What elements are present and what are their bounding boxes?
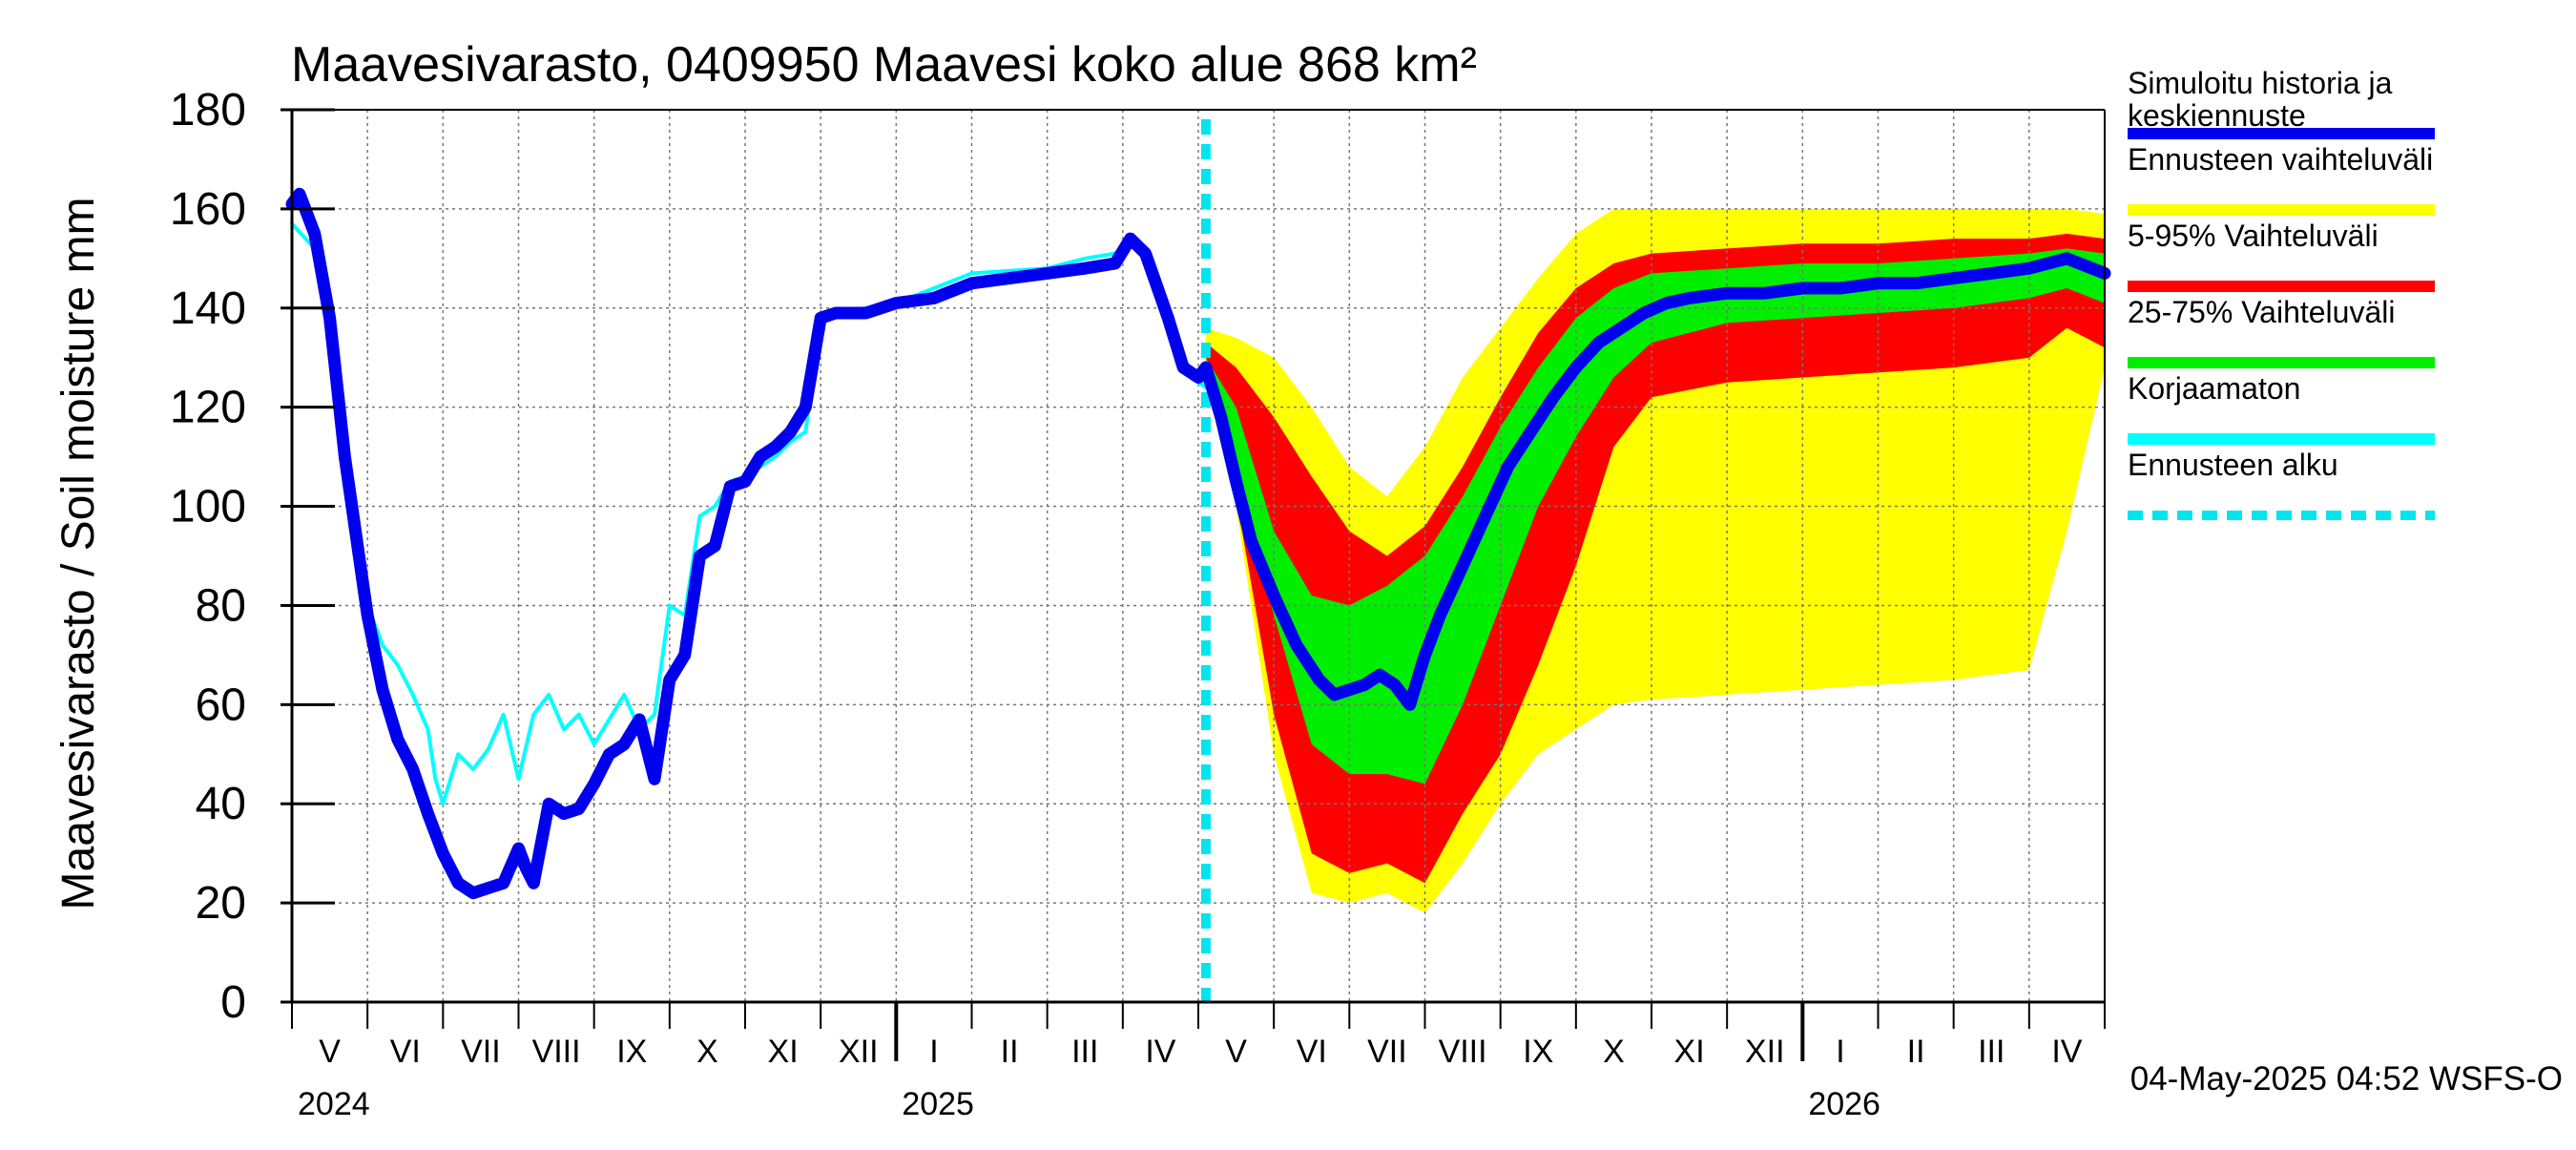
legend-label-simuloitu-historia-ja-keskiennuste-line-1: Simuloitu historia ja [2128,66,2393,100]
month-label-13: V [1225,1034,1247,1070]
legend: Simuloitu historia jakeskiennusteEnnuste… [2128,66,2435,520]
month-label-24: IV [2051,1034,2082,1070]
month-label-16: VIII [1439,1034,1487,1070]
legend-label-simuloitu-historia-ja-keskiennuste-line-2: keskiennuste [2128,98,2306,133]
year-label-2024: 2024 [298,1086,370,1122]
legend-label-ennusteen-vaihteluv-li: Ennusteen vaihteluväli [2128,142,2433,177]
legend-item-5-95-vaihteluv-li: 5-95% Vaihteluväli [2128,219,2435,292]
legend-label-ennusteen-alku: Ennusteen alku [2128,448,2338,482]
legend-label-5-95-vaihteluv-li: 5-95% Vaihteluväli [2128,219,2379,253]
month-label-18: X [1603,1034,1625,1070]
y-tick-label-140: 140 [170,283,246,334]
y-tick-label-80: 80 [196,580,246,631]
month-label-19: XI [1674,1034,1705,1070]
month-label-17: IX [1523,1034,1553,1070]
month-label-9: I [929,1034,938,1070]
month-label-15: VII [1367,1034,1407,1070]
month-label-6: X [696,1034,718,1070]
month-label-10: II [1001,1034,1019,1070]
y-tick-label-120: 120 [170,383,246,433]
series-simuloitu-historia-ja-keskiennuste [285,187,2111,900]
y-tick-label-160: 160 [170,184,246,235]
legend-label-korjaamaton: Korjaamaton [2128,371,2300,406]
month-label-3: VII [461,1034,501,1070]
month-label-12: IV [1145,1034,1175,1070]
month-label-8: XII [839,1034,879,1070]
timestamp-label: 04-May-2025 04:52 WSFS-O [2130,1060,2563,1098]
month-label-11: III [1071,1034,1098,1070]
month-label-4: VIII [532,1034,581,1070]
year-label-2025: 2025 [902,1086,974,1122]
chart-title: Maavesivarasto, 0409950 Maavesi koko alu… [291,37,1477,93]
series-lines [285,187,2111,900]
month-label-1: V [319,1034,341,1070]
y-tick-label-100: 100 [170,482,246,533]
month-label-14: VI [1297,1034,1327,1070]
month-label-5: IX [616,1034,647,1070]
y-tick-label-0: 0 [220,977,246,1028]
legend-item-korjaamaton: Korjaamaton [2128,371,2435,445]
series-korjaamaton [290,221,1208,806]
month-label-7: XI [768,1034,799,1070]
legend-item-25-75-vaihteluv-li: 25-75% Vaihteluväli [2128,295,2435,368]
legend-item-ennusteen-vaihteluv-li: Ennusteen vaihteluväli [2128,142,2435,216]
legend-item-ennusteen-alku: Ennusteen alku [2128,448,2435,520]
month-label-2: VI [390,1034,421,1070]
y-axis-label: Maavesivarasto / Soil moisture mm [53,198,104,910]
month-label-22: II [1907,1034,1925,1070]
year-label-2026: 2026 [1808,1086,1880,1122]
legend-label-25-75-vaihteluv-li: 25-75% Vaihteluväli [2128,295,2395,329]
y-tick-label-180: 180 [170,85,246,136]
y-tick-label-60: 60 [196,680,246,730]
month-label-23: III [1978,1034,2005,1070]
month-label-20: XII [1745,1034,1785,1070]
y-tick-label-20: 20 [196,878,246,929]
y-tick-label-40: 40 [196,779,246,829]
month-label-21: I [1836,1034,1844,1070]
